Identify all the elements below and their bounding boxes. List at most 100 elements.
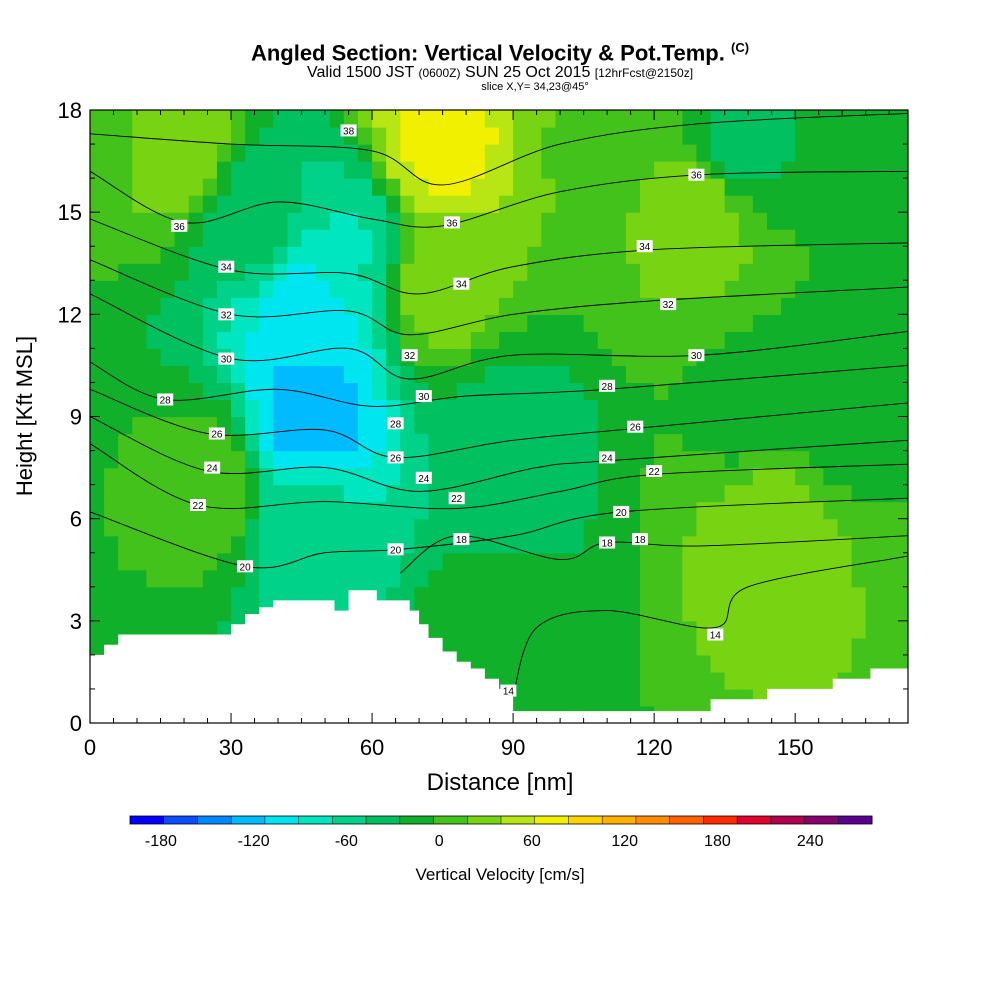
field-cell bbox=[301, 518, 317, 537]
field-cell bbox=[724, 450, 740, 469]
field-cell bbox=[682, 501, 698, 520]
field-cell bbox=[287, 484, 303, 503]
contour-label-box bbox=[171, 219, 188, 232]
field-cell bbox=[555, 127, 571, 145]
field-cell bbox=[541, 688, 557, 707]
contour-label-box bbox=[340, 124, 357, 137]
field-cell bbox=[499, 467, 514, 486]
field-cell bbox=[668, 501, 683, 520]
field-cell bbox=[781, 382, 796, 401]
field-cell bbox=[456, 246, 472, 264]
field-cell bbox=[752, 535, 768, 554]
contour-label: 28 bbox=[602, 382, 614, 393]
field-cell bbox=[357, 450, 373, 469]
field-cell bbox=[837, 382, 853, 401]
field-cell bbox=[428, 484, 444, 503]
field-cell bbox=[569, 280, 585, 298]
field-cell bbox=[343, 450, 359, 469]
field-cell bbox=[625, 280, 641, 298]
field-cell bbox=[583, 416, 599, 435]
field-cell bbox=[724, 263, 740, 281]
field-cell bbox=[343, 280, 359, 298]
field-cell bbox=[343, 212, 359, 230]
field-cell bbox=[188, 212, 204, 230]
field-cell bbox=[273, 586, 289, 605]
field-cell bbox=[724, 586, 740, 605]
field-cell bbox=[400, 569, 415, 588]
field-cell bbox=[640, 416, 655, 435]
field-cell bbox=[456, 450, 472, 469]
field-cell bbox=[668, 637, 683, 656]
field-cell bbox=[259, 382, 274, 401]
field-cell bbox=[273, 195, 289, 213]
theta-contour-36 bbox=[90, 170, 908, 228]
field-cell bbox=[273, 467, 289, 486]
field-cell bbox=[724, 603, 740, 622]
field-cell bbox=[640, 161, 655, 179]
field-cell bbox=[611, 365, 627, 384]
field-cell bbox=[90, 552, 105, 571]
field-cell bbox=[851, 433, 867, 452]
field-cell bbox=[104, 280, 119, 298]
field-cell bbox=[188, 144, 204, 162]
field-cell bbox=[357, 467, 373, 486]
field-cell bbox=[132, 518, 148, 537]
field-cell bbox=[625, 603, 641, 622]
field-cell bbox=[611, 212, 627, 230]
field-cell bbox=[752, 586, 768, 605]
field-cell bbox=[583, 484, 599, 503]
field-cell bbox=[470, 654, 486, 673]
field-cell bbox=[611, 416, 627, 435]
field-cell bbox=[654, 671, 669, 690]
field-cell bbox=[597, 161, 613, 179]
field-cell bbox=[823, 637, 839, 656]
field-cell bbox=[682, 552, 698, 571]
field-cell bbox=[245, 416, 260, 435]
field-cell bbox=[851, 161, 867, 179]
field-cell bbox=[513, 586, 528, 605]
field-cell bbox=[484, 552, 500, 571]
field-cell bbox=[879, 586, 895, 605]
field-cell bbox=[357, 314, 373, 332]
field-cell bbox=[555, 603, 571, 622]
field-cell bbox=[527, 654, 542, 673]
field-cell bbox=[823, 484, 839, 503]
field-cell bbox=[513, 518, 528, 537]
field-cell bbox=[809, 331, 824, 349]
field-cell bbox=[625, 637, 641, 656]
field-cell bbox=[766, 195, 782, 213]
field-cell bbox=[851, 297, 867, 315]
field-cell bbox=[216, 246, 232, 264]
field-cell bbox=[259, 195, 274, 213]
field-cell bbox=[710, 535, 726, 554]
field-cell bbox=[823, 518, 839, 537]
field-cell bbox=[583, 178, 599, 196]
field-cell bbox=[146, 518, 162, 537]
contour-label: 32 bbox=[221, 310, 233, 321]
field-cell bbox=[245, 110, 260, 128]
field-cell bbox=[569, 467, 585, 486]
field-cell bbox=[569, 654, 585, 673]
field-cell bbox=[470, 603, 486, 622]
colorbar-swatch bbox=[264, 816, 300, 824]
field-cell bbox=[245, 195, 260, 213]
field-cell bbox=[654, 229, 669, 247]
field-cell bbox=[597, 484, 613, 503]
field-cell bbox=[442, 161, 458, 179]
field-cell bbox=[837, 161, 853, 179]
field-cell bbox=[851, 416, 867, 435]
colorbar-swatch bbox=[804, 816, 839, 824]
field-cell bbox=[216, 144, 232, 162]
field-cell bbox=[809, 569, 824, 588]
field-cell bbox=[879, 569, 895, 588]
field-cell bbox=[696, 552, 712, 571]
field-cell bbox=[259, 263, 274, 281]
field-cell bbox=[216, 280, 232, 298]
field-cell bbox=[104, 552, 119, 571]
field-cell bbox=[724, 467, 740, 486]
field-cell bbox=[654, 110, 669, 128]
field-cell bbox=[766, 212, 782, 230]
field-cell bbox=[766, 229, 782, 247]
field-cell bbox=[851, 535, 867, 554]
field-cell bbox=[414, 212, 430, 230]
